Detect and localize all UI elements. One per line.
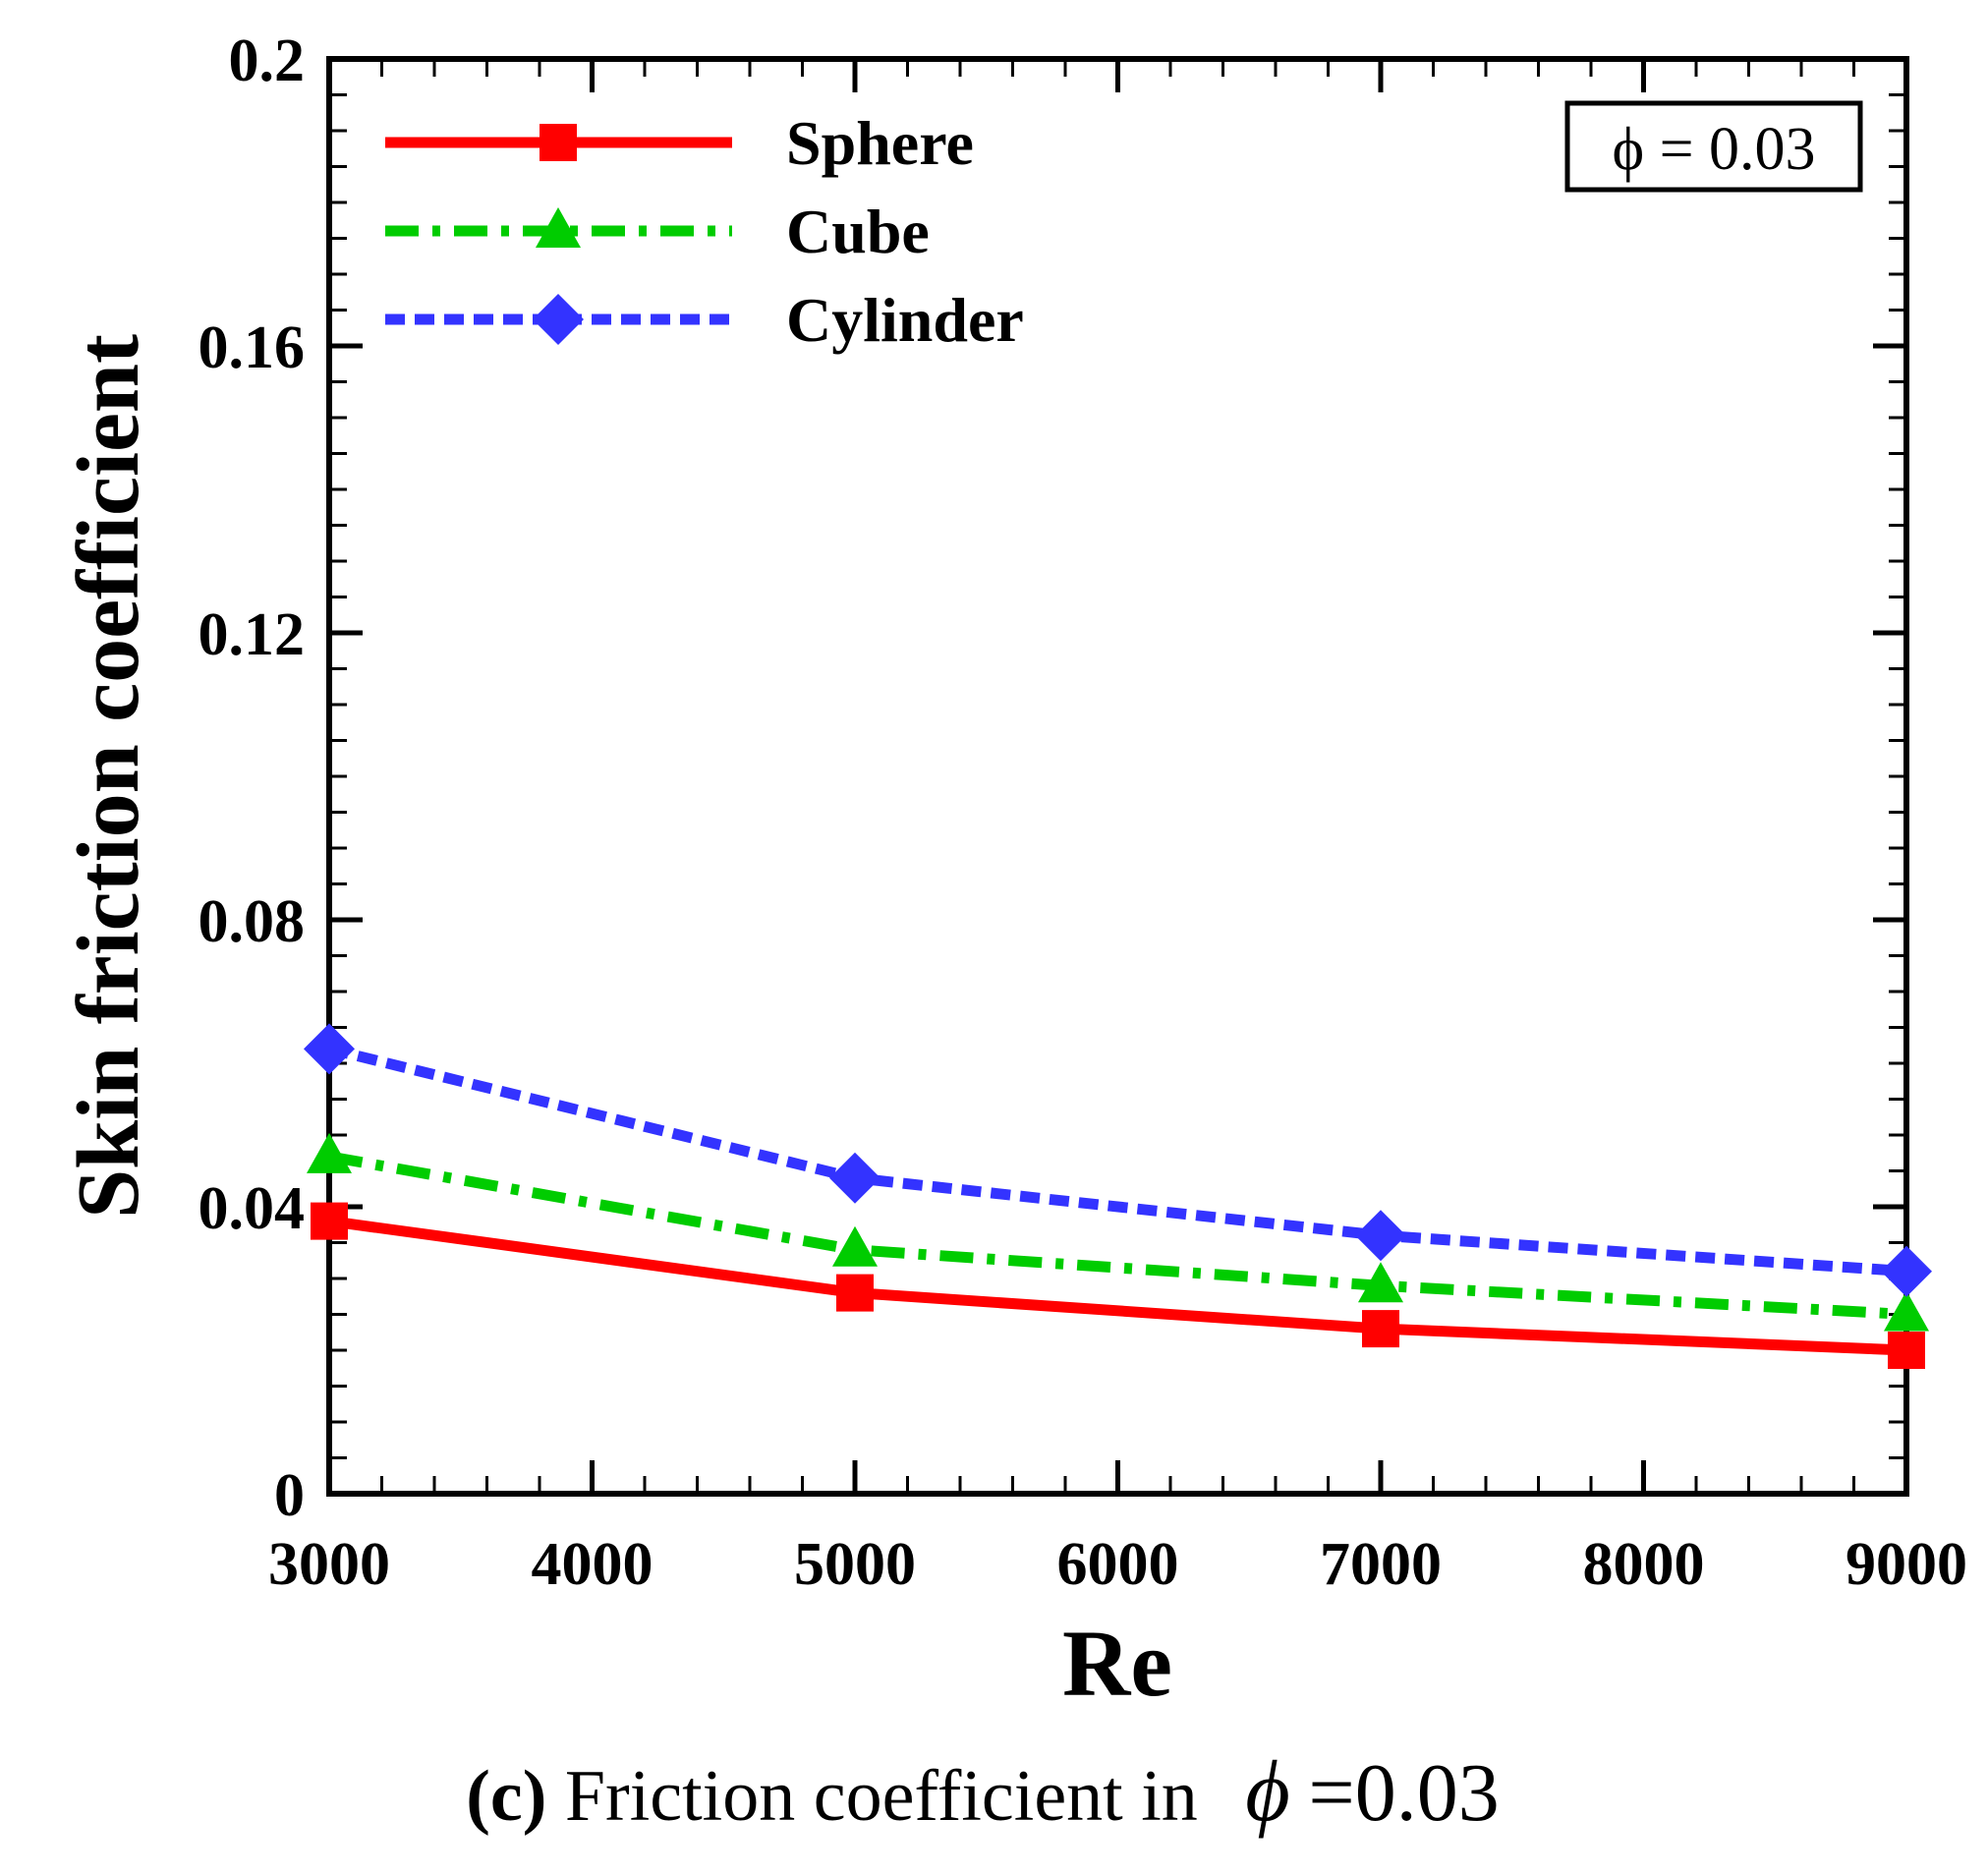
legend-label-cube: Cube	[786, 197, 930, 266]
plot-frame	[326, 56, 1909, 1497]
series-line-sphere	[328, 1216, 1907, 1356]
x-tick-labels: 3000 4000 5000 6000 7000 8000 9000	[268, 1531, 1967, 1598]
legend-marker-sphere	[540, 124, 577, 161]
data-point-sphere	[311, 1202, 348, 1240]
caption-symbol: ϕ	[1245, 1744, 1290, 1840]
data-point-cylinder	[829, 1152, 880, 1204]
series-sphere	[311, 1202, 1925, 1369]
data-point-cube	[1884, 1290, 1929, 1332]
annotation-text: ϕ = 0.03	[1612, 116, 1815, 183]
y-tick-label: 0	[274, 1462, 305, 1529]
legend: Sphere Cube Cylinder	[385, 108, 1024, 355]
series-cylinder	[304, 1023, 1932, 1297]
major-ticks	[326, 56, 1909, 1497]
legend-marker-cylinder	[533, 294, 584, 345]
x-tick-label: 6000	[1057, 1531, 1179, 1598]
y-tick-label: 0.16	[199, 314, 306, 381]
y-tick-label: 0.08	[199, 888, 306, 955]
x-axis-title: Re	[1062, 1611, 1172, 1716]
data-point-cylinder	[1881, 1245, 1932, 1297]
data-point-cube	[307, 1132, 352, 1173]
legend-label-cylinder: Cylinder	[786, 285, 1024, 355]
y-tick-label: 0.12	[199, 601, 306, 668]
data-point-sphere	[1888, 1332, 1925, 1369]
y-tick-label: 0.04	[199, 1175, 306, 1242]
caption-text: Friction coefficient in	[565, 1756, 1198, 1837]
x-tick-label: 9000	[1846, 1531, 1967, 1598]
series-line-cylinder	[327, 1044, 1907, 1278]
x-tick-label: 8000	[1583, 1531, 1705, 1598]
y-axis-title: Skin friction coefficient	[60, 334, 157, 1219]
annotation-box: ϕ = 0.03	[1564, 100, 1863, 193]
legend-item-sphere: Sphere	[385, 108, 974, 178]
legend-item-cube: Cube	[385, 197, 930, 266]
figure-caption: (c) Friction coefficient in ϕ =0.03	[466, 1744, 1499, 1840]
data-point-cylinder	[1355, 1210, 1406, 1262]
x-tick-label: 5000	[794, 1531, 916, 1598]
caption-value: =0.03	[1308, 1747, 1499, 1839]
legend-label-sphere: Sphere	[786, 108, 974, 178]
series-line-cube	[328, 1151, 1907, 1320]
series-cube	[307, 1132, 1929, 1332]
data-point-cube	[832, 1225, 878, 1267]
x-tick-label: 3000	[268, 1531, 390, 1598]
caption-label: (c)	[466, 1756, 546, 1837]
series-layer	[304, 1023, 1932, 1369]
data-point-cylinder	[304, 1023, 355, 1075]
legend-item-cylinder: Cylinder	[385, 285, 1024, 355]
data-point-cube	[1358, 1262, 1403, 1303]
y-tick-labels: 0 0.04 0.08 0.12 0.16 0.2	[199, 28, 306, 1529]
x-tick-label: 4000	[532, 1531, 653, 1598]
y-tick-label: 0.2	[229, 28, 306, 94]
data-point-sphere	[1362, 1310, 1399, 1348]
x-tick-label: 7000	[1320, 1531, 1442, 1598]
minor-ticks	[327, 57, 1908, 1496]
data-point-sphere	[836, 1274, 874, 1312]
legend-marker-cube	[536, 207, 581, 248]
